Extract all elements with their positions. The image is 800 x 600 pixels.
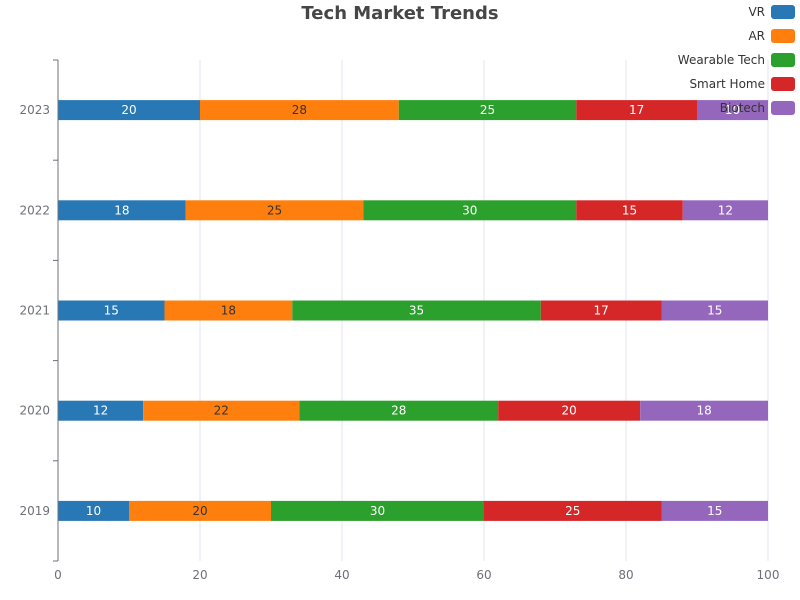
legend-label-2[interactable]: Wearable Tech — [678, 53, 765, 67]
legend-swatch-2[interactable] — [771, 53, 795, 67]
y-tick-label-2022: 2022 — [19, 203, 50, 217]
bar-label-2019-2: 30 — [370, 504, 385, 518]
bar-label-2021-4: 15 — [707, 304, 722, 318]
bar-label-2020-0: 12 — [93, 404, 108, 418]
bar-2021-0 — [58, 300, 165, 321]
bar-label-2022-4: 12 — [718, 203, 733, 217]
bar-2021-3 — [540, 300, 662, 321]
bar-2019-4 — [661, 500, 768, 521]
bar-2019-3 — [484, 500, 662, 521]
bar-2022-2 — [363, 200, 577, 221]
legend-swatch-1[interactable] — [771, 29, 795, 43]
bar-2023-0 — [58, 100, 200, 121]
y-tick-label-2021: 2021 — [19, 304, 50, 318]
bar-2020-4 — [640, 400, 768, 421]
bar-label-2023-2: 25 — [480, 103, 495, 117]
bar-label-2020-4: 18 — [696, 404, 711, 418]
bar-2020-0 — [58, 400, 144, 421]
bar-label-2019-4: 15 — [707, 504, 722, 518]
legend-label-0[interactable]: VR — [748, 5, 765, 19]
bar-2020-2 — [299, 400, 499, 421]
bar-2021-4 — [661, 300, 768, 321]
bar-label-2023-0: 20 — [121, 103, 136, 117]
bar-label-2021-0: 15 — [104, 304, 119, 318]
y-tick-label-2020: 2020 — [19, 404, 50, 418]
bar-2021-1 — [164, 300, 293, 321]
bar-label-2023-4: 10 — [725, 103, 740, 117]
bar-label-2022-2: 30 — [462, 203, 477, 217]
legend-label-1[interactable]: AR — [748, 29, 765, 43]
bar-2022-1 — [185, 200, 364, 221]
bar-label-2023-1: 28 — [292, 103, 307, 117]
x-tick-label-5: 100 — [757, 568, 780, 582]
bars: 10 20 30 25 15 12 22 28 20 18 15 18 35 17 15 18 25 30 15 12… — [58, 100, 768, 521]
bar-2019-2 — [271, 500, 484, 521]
bar-2023-4 — [697, 100, 768, 121]
bar-label-2021-2: 35 — [409, 304, 424, 318]
bar-label-2020-3: 20 — [562, 404, 577, 418]
bar-label-2019-3: 25 — [565, 504, 580, 518]
bar-2022-0 — [58, 200, 186, 221]
bar-label-2020-2: 28 — [391, 404, 406, 418]
y-tick-label-2019: 2019 — [19, 504, 50, 518]
legend-swatch-4[interactable] — [771, 101, 795, 115]
legend-label-3[interactable]: Smart Home — [689, 77, 765, 91]
legend: VR AR Wearable Tech Smart Home Biotech — [678, 5, 795, 115]
x-tick-label-1: 20 — [192, 568, 207, 582]
bar-2019-1 — [129, 500, 271, 521]
bar-2023-1 — [200, 100, 399, 121]
x-tick-label-4: 80 — [618, 568, 633, 582]
legend-swatch-3[interactable] — [771, 77, 795, 91]
bar-2022-3 — [576, 200, 683, 221]
bar-label-2021-1: 18 — [221, 304, 236, 318]
bar-label-2021-3: 17 — [594, 304, 609, 318]
bar-label-2019-0: 10 — [86, 504, 101, 518]
y-tick-label-2023: 2023 — [19, 103, 50, 117]
bar-2023-2 — [398, 100, 577, 121]
bar-label-2019-1: 20 — [192, 504, 207, 518]
bar-2020-3 — [498, 400, 641, 421]
x-tick-label-3: 60 — [476, 568, 491, 582]
bar-label-2022-1: 25 — [267, 203, 282, 217]
bar-2023-3 — [576, 100, 697, 121]
legend-swatch-0[interactable] — [771, 5, 795, 19]
legend-label-4[interactable]: Biotech — [720, 101, 765, 115]
bar-2020-1 — [143, 400, 300, 421]
bar-label-2020-1: 22 — [214, 404, 229, 418]
chart-title: Tech Market Trends — [301, 3, 498, 24]
bar-2021-2 — [292, 300, 541, 321]
x-tick-label-2: 40 — [334, 568, 349, 582]
bar-2022-4 — [682, 200, 768, 221]
bar-2019-0 — [58, 500, 129, 521]
bar-label-2022-0: 18 — [114, 203, 129, 217]
x-tick-label-0: 0 — [54, 568, 62, 582]
bar-label-2023-3: 17 — [629, 103, 644, 117]
bar-label-2022-3: 15 — [622, 203, 637, 217]
